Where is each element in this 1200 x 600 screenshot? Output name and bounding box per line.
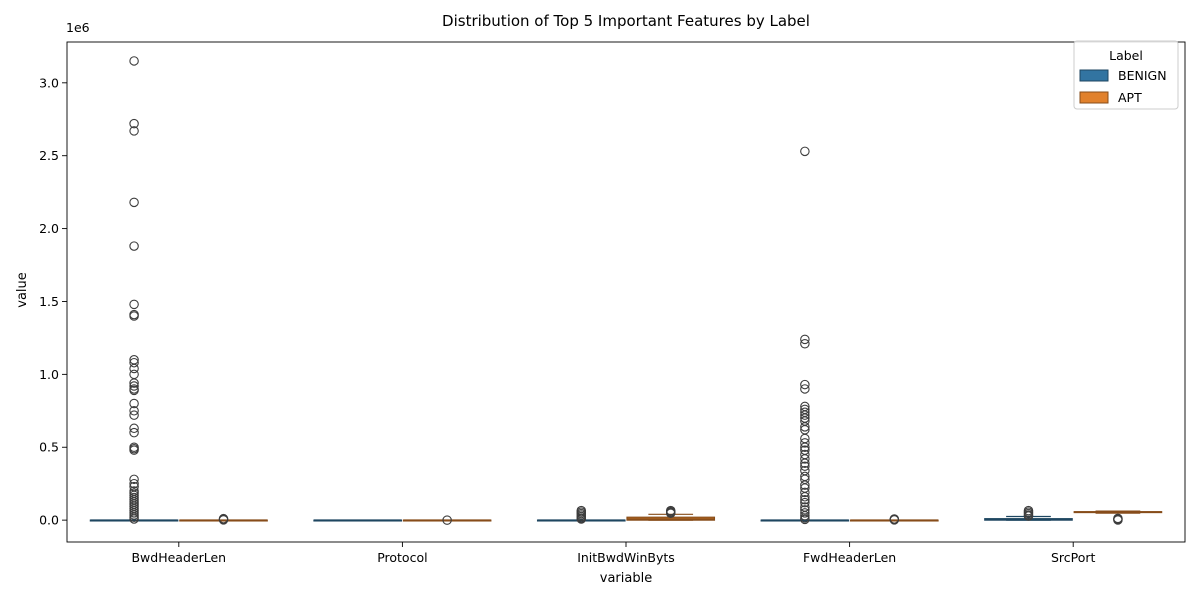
y-axis-offset-label: 1e6 xyxy=(66,20,90,35)
y-tick-label: 1.5 xyxy=(39,294,59,309)
outlier-point xyxy=(800,454,810,464)
outlier-point xyxy=(129,427,139,438)
outlier-point xyxy=(800,497,810,508)
x-tick-label: Protocol xyxy=(377,550,427,565)
outlier-point xyxy=(129,445,139,455)
outlier-point xyxy=(800,461,810,471)
outlier-point xyxy=(129,385,139,396)
x-tick-label: FwdHeaderLen xyxy=(803,550,896,565)
outlier-point xyxy=(889,515,900,525)
legend-label-apt: APT xyxy=(1118,90,1142,105)
outlier-point xyxy=(800,334,810,345)
outlier-point xyxy=(800,338,810,349)
y-tick-label: 1.0 xyxy=(39,367,59,382)
outlier-point xyxy=(800,487,810,498)
box-benign-bwdheaderlen xyxy=(89,56,179,524)
outlier-point xyxy=(129,299,139,310)
y-axis-label: value xyxy=(15,272,30,308)
legend: Label BENIGN APT xyxy=(1073,40,1179,110)
axes-frame xyxy=(66,41,1186,543)
outlier-point xyxy=(129,369,139,380)
chart-title: Distribution of Top 5 Important Features… xyxy=(442,12,810,30)
outlier-point xyxy=(129,56,139,66)
x-tick-label: SrcPort xyxy=(1051,550,1096,565)
outlier-point xyxy=(800,480,810,490)
y-tick-label: 0.0 xyxy=(39,513,59,528)
y-tick-label: 2.5 xyxy=(39,148,59,163)
box-apt-protocol xyxy=(402,515,492,525)
outlier-point xyxy=(665,508,676,519)
outlier-point xyxy=(129,410,139,420)
outlier-point xyxy=(129,357,139,368)
y-tick-label: 3.0 xyxy=(39,75,59,90)
box-apt-srcport xyxy=(1073,510,1163,525)
outlier-point xyxy=(800,410,810,420)
box-apt-fwdheaderlen xyxy=(849,514,939,525)
outlier-point xyxy=(800,384,810,394)
outlier-point xyxy=(442,515,452,525)
outlier-point xyxy=(800,492,810,502)
outlier-point xyxy=(800,458,810,469)
outlier-point xyxy=(800,146,810,157)
outlier-point xyxy=(129,514,139,524)
outlier-point xyxy=(800,438,810,448)
outlier-point xyxy=(129,398,139,409)
outlier-point xyxy=(129,378,139,388)
y-tick-label: 0.5 xyxy=(39,440,59,455)
box-apt-initbwdwinbyts xyxy=(626,505,716,521)
outlier-point xyxy=(1113,515,1123,525)
outlier-point xyxy=(129,126,139,136)
outlier-point xyxy=(800,442,810,452)
outlier-point xyxy=(129,478,139,489)
outlier-point xyxy=(129,363,139,374)
outlier-point xyxy=(800,508,810,518)
x-axis-label: variable xyxy=(600,571,652,586)
outlier-point xyxy=(800,514,810,525)
outlier-point xyxy=(129,381,139,391)
outlier-point xyxy=(800,422,810,432)
legend-title: Label xyxy=(1109,48,1143,63)
outlier-point xyxy=(129,474,139,485)
outlier-point xyxy=(129,311,139,321)
outlier-point xyxy=(129,423,139,434)
legend-label-benign: BENIGN xyxy=(1118,68,1167,83)
outlier-point xyxy=(129,118,139,129)
y-tick-label: 2.0 xyxy=(39,221,59,236)
box-apt-bwdheaderlen xyxy=(179,513,268,525)
outlier-point xyxy=(800,494,810,505)
legend-swatch-benign xyxy=(1079,69,1109,82)
outlier-point xyxy=(800,379,810,390)
outlier-point xyxy=(129,406,139,416)
legend-swatch-apt xyxy=(1079,91,1109,104)
plot-area: 0.0 0.5 1.0 1.5 2.0 2.5 3.0 BwdHeaderLen Protoco… xyxy=(39,41,1186,565)
x-tick-label: BwdHeaderLen xyxy=(131,550,226,565)
box-benign-srcport xyxy=(984,505,1073,521)
outlier-point xyxy=(576,514,587,524)
box-benign-initbwdwinbyts xyxy=(536,505,626,524)
outlier-point xyxy=(129,197,139,208)
box-benign-fwdheaderlen xyxy=(760,146,850,525)
outlier-point xyxy=(218,515,229,525)
outlier-point xyxy=(129,241,139,251)
x-tick-label: InitBwdWinByts xyxy=(577,550,675,565)
outlier-point xyxy=(1023,511,1034,521)
box-benign-protocol xyxy=(313,519,402,522)
